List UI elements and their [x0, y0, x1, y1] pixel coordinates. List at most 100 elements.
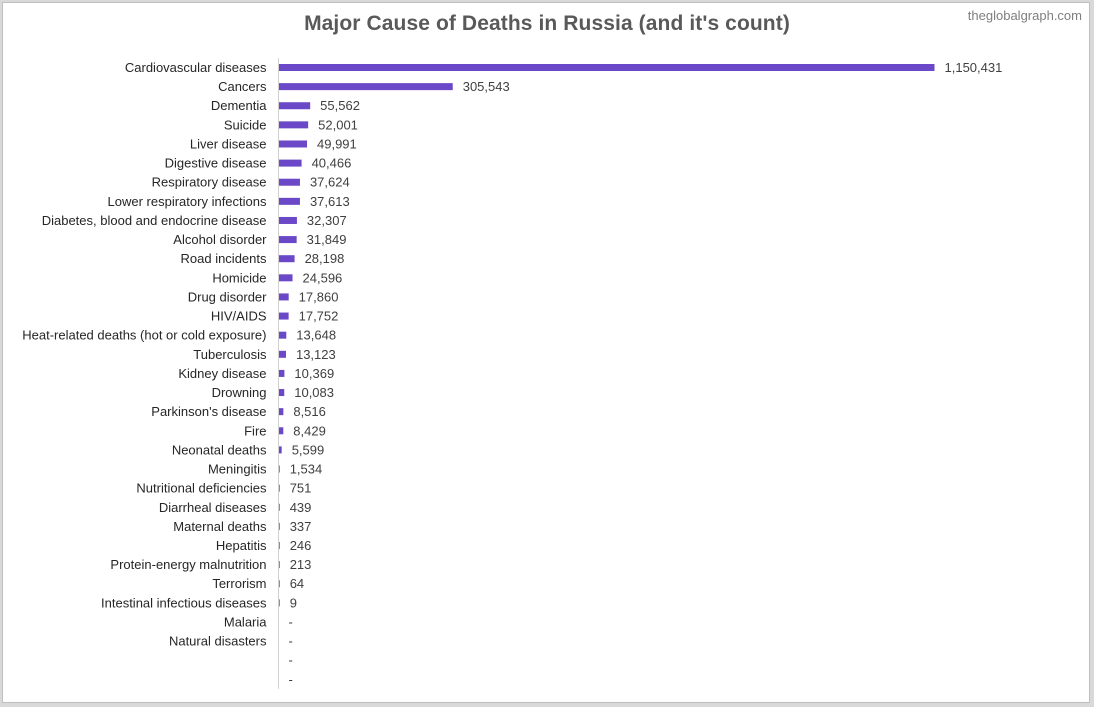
- value-label-heat-related-deaths-hot-or-cold-exposure: 13,648: [296, 328, 336, 343]
- bar-neonatal-deaths: [278, 446, 282, 454]
- category-label-liver-disease: Liver disease: [190, 136, 267, 151]
- value-label-neonatal-deaths: 5,599: [292, 442, 325, 457]
- value-label-dementia: 55,562: [320, 98, 360, 113]
- value-label-digestive-disease: 40,466: [312, 156, 352, 171]
- category-label-diarrheal-diseases: Diarrheal diseases: [159, 500, 267, 515]
- bar-intestinal-infectious-diseases: [278, 599, 280, 607]
- category-label-maternal-deaths: Maternal deaths: [173, 519, 267, 534]
- bar-road-incidents: [278, 255, 295, 263]
- category-label-malaria: Malaria: [224, 614, 267, 629]
- value-label-meningitis: 1,534: [290, 462, 323, 477]
- value-label-protein-energy-malnutrition: 213: [290, 557, 312, 572]
- category-label-digestive-disease: Digestive disease: [165, 156, 267, 171]
- value-label-nutritional-deficiencies: 751: [290, 481, 312, 496]
- value-label-drug-disorder: 17,860: [299, 289, 339, 304]
- bar-liver-disease: [278, 140, 308, 148]
- category-label-meningitis: Meningitis: [208, 462, 267, 477]
- bar-heat-related-deaths-hot-or-cold-exposure: [278, 331, 287, 339]
- category-label-homicide: Homicide: [212, 270, 266, 285]
- bar-maternal-deaths: [278, 522, 280, 530]
- bar-hiv-aids: [278, 312, 289, 320]
- value-label-hepatitis: 246: [290, 538, 312, 553]
- category-label-nutritional-deficiencies: Nutritional deficiencies: [136, 481, 267, 496]
- value-label-homicide: 24,596: [303, 270, 343, 285]
- category-label-protein-energy-malnutrition: Protein-energy malnutrition: [110, 557, 266, 572]
- bar-cardiovascular-diseases: [278, 64, 935, 71]
- value-label-intestinal-infectious-diseases: 9: [290, 595, 297, 610]
- category-label-diabetes-blood-and-endocrine-disease: Diabetes, blood and endocrine disease: [42, 213, 267, 228]
- value-label-natural-disasters: -: [289, 634, 293, 649]
- value-label-drowning: 10,083: [294, 385, 334, 400]
- category-label-parkinson-s-disease: Parkinson's disease: [151, 404, 266, 419]
- value-label-blank-32: -: [289, 672, 293, 687]
- watermark: theglobalgraph.com: [967, 8, 1082, 23]
- bar-protein-energy-malnutrition: [278, 561, 280, 569]
- value-label-tuberculosis: 13,123: [296, 347, 336, 362]
- bar-cancers: [278, 83, 453, 91]
- bars: [278, 64, 935, 607]
- bar-terrorism: [278, 580, 280, 588]
- value-label-fire: 8,429: [293, 423, 326, 438]
- bar-suicide: [278, 121, 309, 129]
- category-label-suicide: Suicide: [224, 117, 267, 132]
- value-label-respiratory-disease: 37,624: [310, 175, 350, 190]
- category-label-fire: Fire: [244, 423, 266, 438]
- bar-drowning: [278, 389, 285, 397]
- bar-dementia: [278, 102, 311, 110]
- value-label-suicide: 52,001: [318, 117, 358, 132]
- category-label-lower-respiratory-infections: Lower respiratory infections: [108, 194, 267, 209]
- category-label-drug-disorder: Drug disorder: [188, 289, 267, 304]
- category-labels: Cardiovascular diseases Cancers Dementia Su…: [22, 60, 267, 649]
- category-label-hepatitis: Hepatitis: [216, 538, 267, 553]
- category-label-terrorism: Terrorism: [212, 576, 266, 591]
- value-label-malaria: -: [289, 614, 293, 629]
- bar-alcohol-disorder: [278, 236, 297, 244]
- bar-parkinson-s-disease: [278, 408, 284, 416]
- value-label-kidney-disease: 10,369: [294, 366, 334, 381]
- chart-title: Major Cause of Deaths in Russia (and it'…: [304, 12, 790, 35]
- category-label-neonatal-deaths: Neonatal deaths: [172, 442, 267, 457]
- bar-diarrheal-diseases: [278, 503, 280, 511]
- category-label-respiratory-disease: Respiratory disease: [152, 175, 267, 190]
- bar-hepatitis: [278, 542, 280, 549]
- value-label-cardiovascular-diseases: 1,150,431: [945, 60, 1003, 75]
- bar-diabetes-blood-and-endocrine-disease: [278, 216, 297, 224]
- category-label-heat-related-deaths-hot-or-cold-exposure: Heat-related deaths (hot or cold exposur…: [22, 328, 266, 343]
- value-label-alcohol-disorder: 31,849: [307, 232, 347, 247]
- category-label-hiv-aids: HIV/AIDS: [211, 309, 267, 324]
- value-labels: 1,150,431 305,543 55,562 52,001 49,991 40,466…: [289, 60, 1003, 687]
- value-label-liver-disease: 49,991: [317, 136, 357, 151]
- value-label-blank-31: -: [289, 653, 293, 668]
- category-label-road-incidents: Road incidents: [181, 251, 267, 266]
- bar-respiratory-disease: [278, 178, 300, 186]
- category-label-tuberculosis: Tuberculosis: [193, 347, 267, 362]
- category-label-intestinal-infectious-diseases: Intestinal infectious diseases: [101, 595, 267, 610]
- value-label-lower-respiratory-infections: 37,613: [310, 194, 350, 209]
- bar-lower-respiratory-infections: [278, 197, 300, 205]
- value-label-road-incidents: 28,198: [305, 251, 345, 266]
- category-label-cancers: Cancers: [218, 79, 267, 94]
- category-label-natural-disasters: Natural disasters: [169, 634, 267, 649]
- value-label-hiv-aids: 17,752: [299, 309, 339, 324]
- value-label-terrorism: 64: [290, 576, 304, 591]
- value-label-diabetes-blood-and-endocrine-disease: 32,307: [307, 213, 347, 228]
- bar-tuberculosis: [278, 350, 286, 358]
- category-label-cardiovascular-diseases: Cardiovascular diseases: [125, 60, 267, 75]
- value-label-cancers: 305,543: [463, 79, 510, 94]
- category-label-dementia: Dementia: [211, 98, 267, 113]
- category-label-kidney-disease: Kidney disease: [178, 366, 266, 381]
- value-label-maternal-deaths: 337: [290, 519, 312, 534]
- bar-homicide: [278, 274, 293, 282]
- category-label-drowning: Drowning: [212, 385, 267, 400]
- bar-kidney-disease: [278, 369, 285, 377]
- bar-nutritional-deficiencies: [278, 484, 280, 492]
- bar-drug-disorder: [278, 293, 289, 301]
- bar-digestive-disease: [278, 159, 302, 167]
- bar-meningitis: [278, 465, 280, 473]
- value-label-diarrheal-diseases: 439: [290, 500, 312, 515]
- bar-fire: [278, 427, 284, 435]
- value-label-parkinson-s-disease: 8,516: [293, 404, 326, 419]
- category-label-alcohol-disorder: Alcohol disorder: [173, 232, 267, 247]
